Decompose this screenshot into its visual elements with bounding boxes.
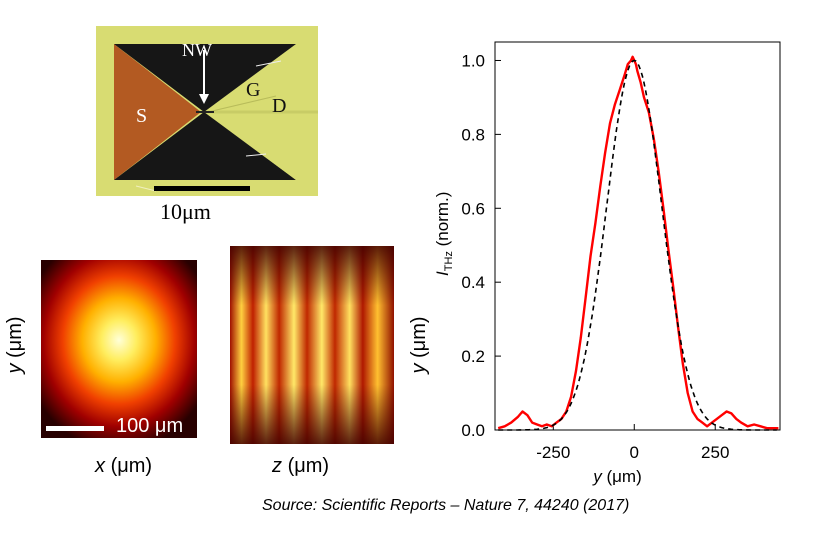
xtick-label: 250: [701, 443, 729, 462]
xy-beam-map: [41, 260, 197, 438]
ytick-label: 1.0: [461, 51, 485, 70]
sem-scale-label: 10μm: [160, 199, 211, 224]
xy-map-ylabel: y (μm): [4, 316, 26, 374]
nw-arrow-head: [199, 94, 209, 104]
chart-ylabel: ITHz (norm.): [433, 192, 455, 276]
chart-xlabel: y (μm): [592, 467, 642, 486]
ytick-label: 0.6: [461, 199, 485, 218]
xtick-label: -250: [536, 443, 570, 462]
ytick-label: 0.8: [461, 125, 485, 144]
source-label: S: [136, 105, 147, 127]
sem-scalebar: [154, 186, 250, 191]
xy-scalebar: [46, 426, 104, 431]
gate-label: G: [246, 79, 260, 101]
gaussian-fit-line: [498, 59, 777, 431]
source-electrode: [114, 44, 201, 180]
ytick-label: 0.0: [461, 421, 485, 440]
xy-scale-label: 100 μm: [116, 415, 184, 437]
ytick-label: 0.4: [461, 273, 485, 292]
xtick-label: 0: [630, 443, 639, 462]
source-citation: Source: Scientific Reports – Nature 7, 4…: [262, 497, 630, 514]
thz-profile-chart: 0.0 0.2 0.4 0.6 0.8 1.0 -250 0 250 y (μm) ITHz (n…: [433, 41, 781, 486]
ytick-label: 0.2: [461, 347, 485, 366]
xy-map-xlabel: x (μm): [95, 455, 153, 477]
zy-map-xlabel: z (μm): [272, 455, 330, 477]
drain-label: D: [272, 95, 286, 117]
sem-image: NW S G D: [96, 26, 318, 196]
zy-beam-map: [230, 246, 394, 444]
plot-frame: [494, 41, 781, 431]
measured-profile-line: [497, 55, 779, 430]
nw-label: NW: [182, 40, 212, 60]
